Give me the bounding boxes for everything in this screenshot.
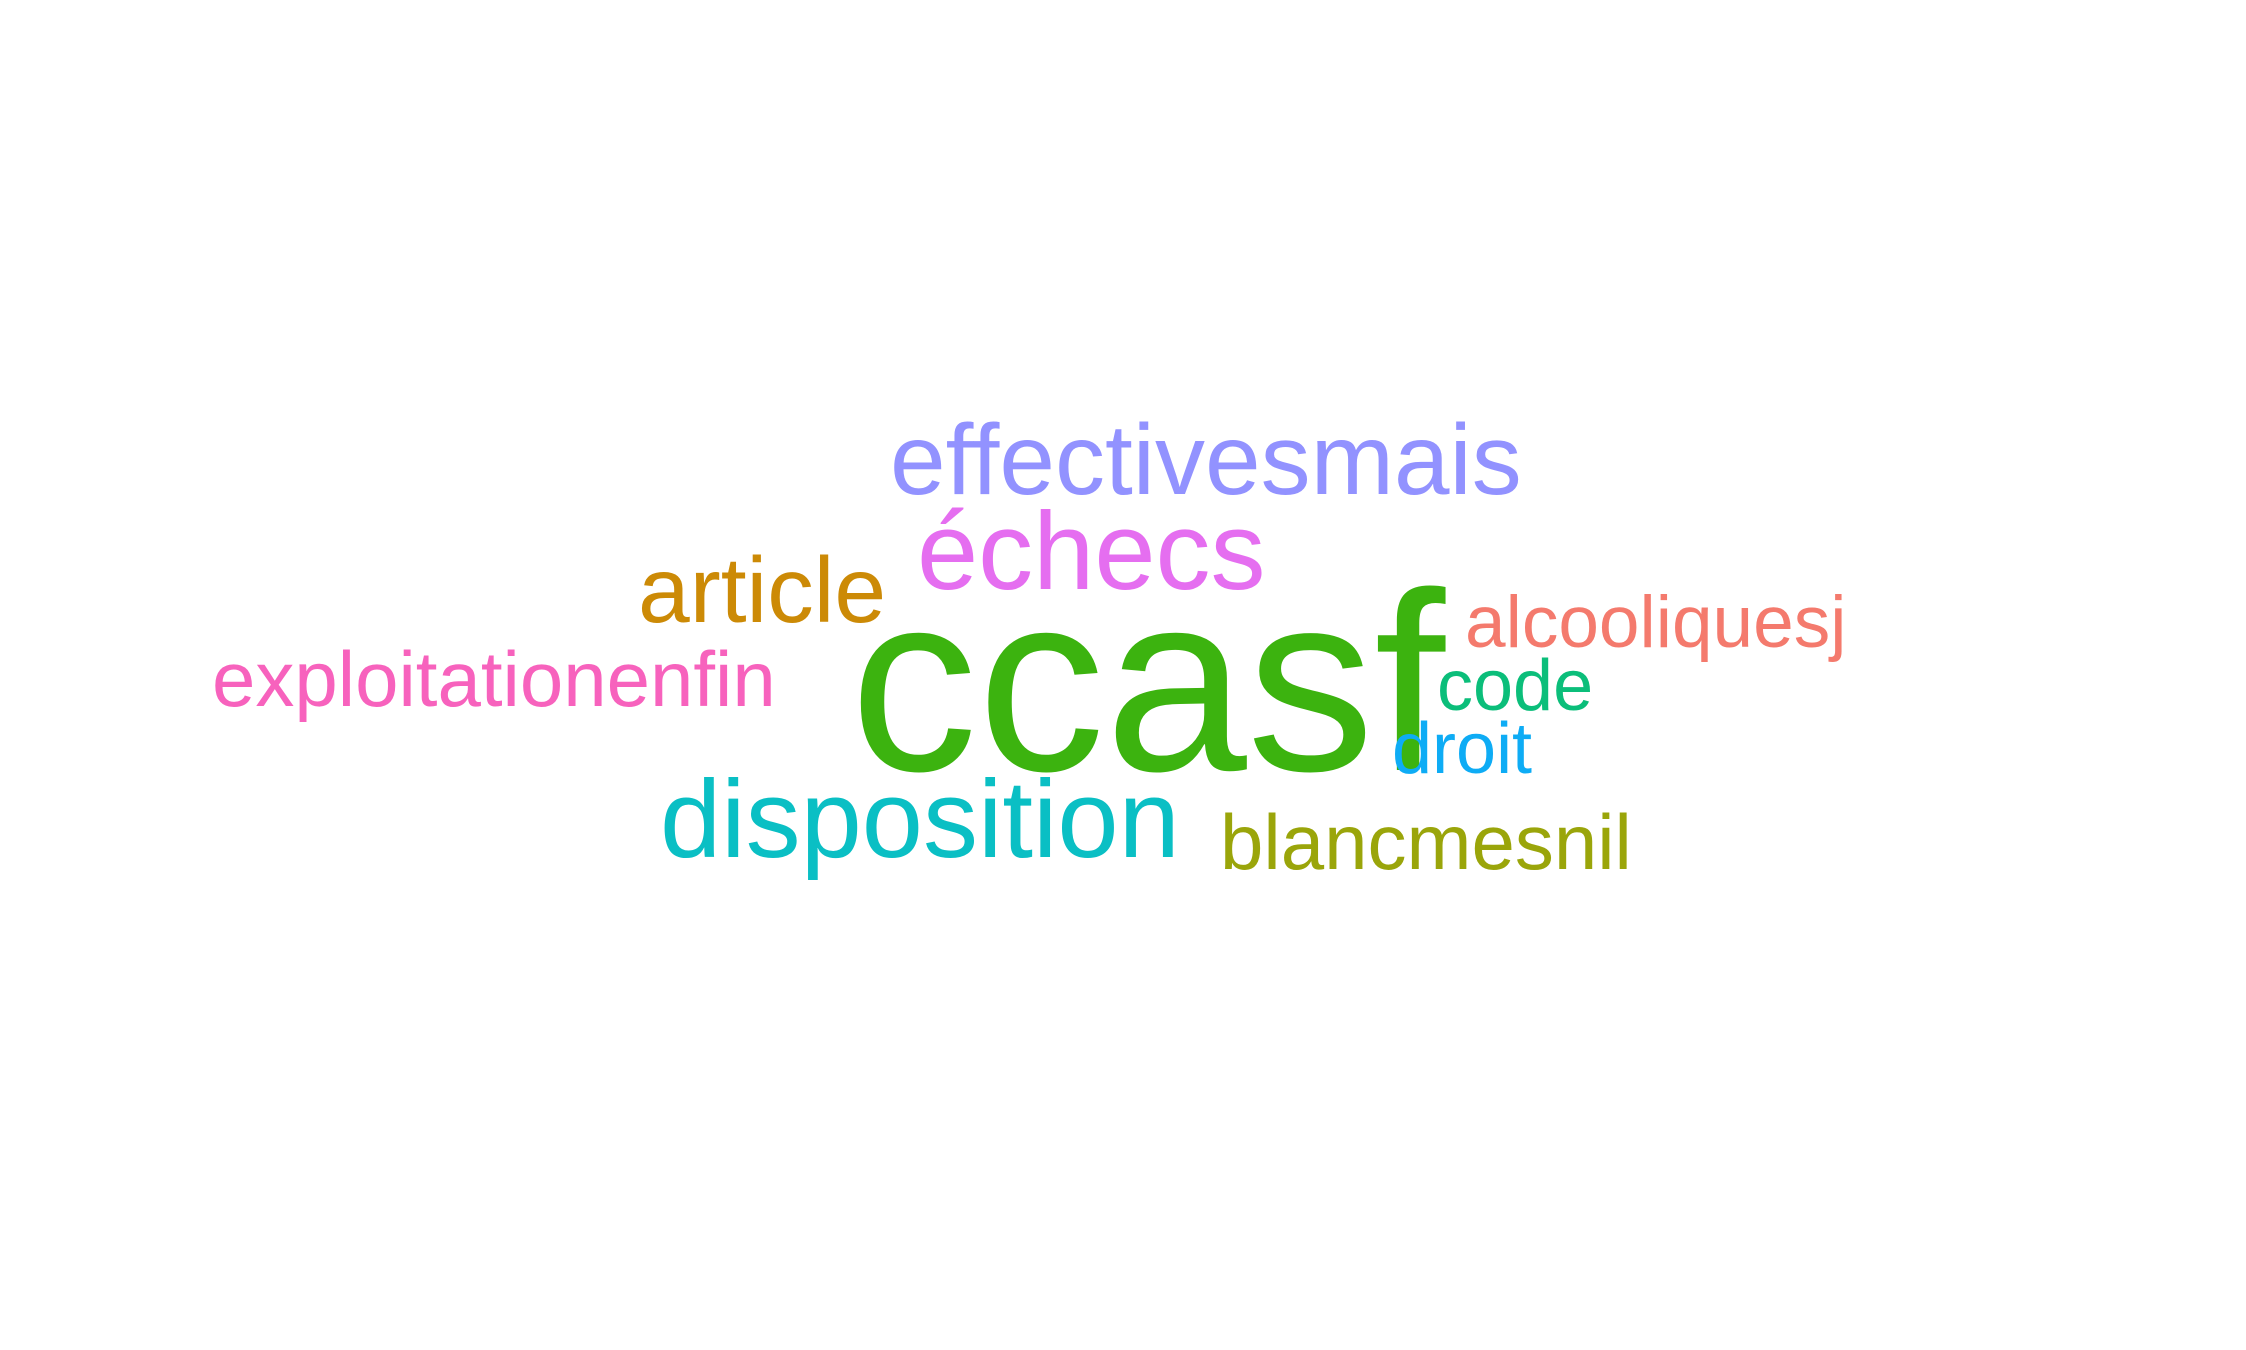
word-code: code — [1437, 646, 1594, 726]
word-disposition: disposition — [660, 758, 1180, 881]
word-droit: droit — [1392, 709, 1533, 789]
word-exploitationenfin: exploitationenfin — [212, 635, 776, 723]
word-alcooliquesj: alcooliquesj — [1465, 582, 1847, 663]
word-echecs: échecs — [917, 490, 1266, 613]
word-blancmesnil: blancmesnil — [1220, 798, 1632, 886]
word-effectivesmais: effectivesmais — [890, 404, 1522, 516]
word-article: article — [638, 538, 887, 642]
word-ccasf: ccasf — [850, 540, 1446, 825]
